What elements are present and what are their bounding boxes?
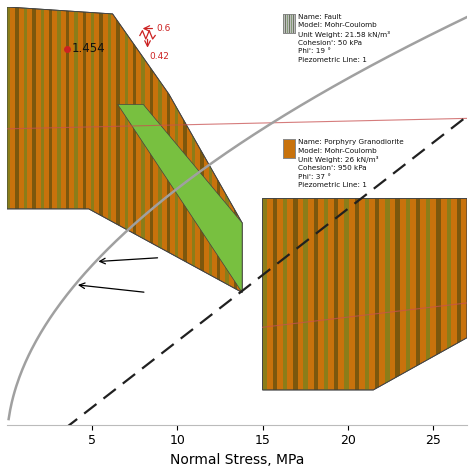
Text: 1.454: 1.454	[72, 42, 105, 55]
Polygon shape	[175, 0, 178, 460]
Polygon shape	[447, 0, 451, 460]
Polygon shape	[183, 0, 187, 460]
Polygon shape	[41, 0, 44, 460]
Polygon shape	[263, 0, 267, 460]
Polygon shape	[263, 199, 467, 390]
X-axis label: Normal Stress, MPa: Normal Stress, MPa	[170, 453, 304, 467]
Polygon shape	[133, 0, 137, 460]
Text: 0.42: 0.42	[149, 52, 169, 61]
Polygon shape	[74, 0, 78, 460]
Polygon shape	[395, 0, 400, 460]
Polygon shape	[365, 0, 369, 460]
Polygon shape	[283, 139, 295, 158]
Polygon shape	[293, 0, 298, 460]
Polygon shape	[416, 0, 420, 460]
Polygon shape	[118, 104, 242, 292]
Text: 0.6: 0.6	[156, 24, 171, 33]
Polygon shape	[283, 0, 287, 460]
Polygon shape	[283, 14, 295, 33]
Polygon shape	[324, 0, 328, 460]
Polygon shape	[32, 0, 36, 460]
Polygon shape	[234, 0, 237, 460]
Polygon shape	[457, 0, 461, 460]
Polygon shape	[141, 0, 145, 460]
Polygon shape	[375, 0, 379, 460]
Text: Name: Fault
Model: Mohr-Coulomb
Unit Weight: 21.58 kN/m³
Cohesion': 50 kPa
Phi':: Name: Fault Model: Mohr-Coulomb Unit Wei…	[298, 14, 391, 63]
Polygon shape	[200, 0, 204, 460]
Polygon shape	[437, 0, 441, 460]
Polygon shape	[289, 14, 290, 33]
Polygon shape	[91, 0, 94, 460]
Polygon shape	[273, 0, 277, 460]
Polygon shape	[166, 0, 170, 460]
Polygon shape	[426, 0, 430, 460]
Polygon shape	[344, 0, 349, 460]
Polygon shape	[209, 0, 212, 460]
Polygon shape	[303, 0, 308, 460]
Text: Name: Porphyry Granodiorite
Model: Mohr-Coulomb
Unit Weight: 26 kN/m³
Cohesion':: Name: Porphyry Granodiorite Model: Mohr-…	[298, 139, 404, 188]
Polygon shape	[108, 0, 111, 460]
Polygon shape	[125, 0, 128, 460]
Polygon shape	[191, 0, 195, 460]
Polygon shape	[82, 0, 86, 460]
Polygon shape	[15, 0, 19, 460]
Polygon shape	[7, 7, 242, 292]
Polygon shape	[217, 0, 220, 460]
Polygon shape	[314, 0, 318, 460]
Polygon shape	[334, 0, 338, 460]
Polygon shape	[385, 0, 390, 460]
Polygon shape	[355, 0, 359, 460]
Polygon shape	[57, 0, 61, 460]
Polygon shape	[116, 0, 119, 460]
Polygon shape	[49, 0, 53, 460]
Polygon shape	[66, 0, 69, 460]
Polygon shape	[287, 14, 288, 33]
Polygon shape	[291, 14, 292, 33]
Polygon shape	[150, 0, 153, 460]
Polygon shape	[293, 14, 294, 33]
Polygon shape	[158, 0, 162, 460]
Polygon shape	[285, 14, 286, 33]
Polygon shape	[406, 0, 410, 460]
Polygon shape	[225, 0, 229, 460]
Polygon shape	[100, 0, 103, 460]
Polygon shape	[24, 0, 27, 460]
Polygon shape	[7, 0, 10, 460]
Polygon shape	[283, 14, 284, 33]
